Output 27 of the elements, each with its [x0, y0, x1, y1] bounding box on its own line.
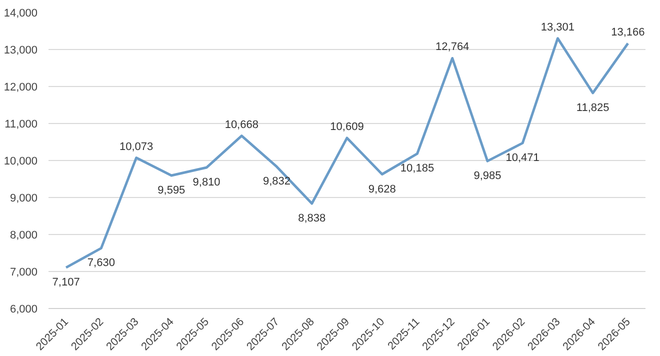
y-tick-label: 13,000: [4, 44, 38, 56]
y-tick-label: 7,000: [10, 266, 38, 278]
y-tick-label: 6,000: [10, 304, 38, 316]
text: 9,985: [474, 170, 502, 182]
text: 9,810: [192, 176, 220, 189]
text: 10,073: [119, 140, 154, 153]
text: 13,301: [540, 21, 575, 34]
y-tick-label: 8,000: [10, 230, 38, 242]
text: 9,595: [158, 184, 186, 196]
y-tick-label: 11,000: [4, 118, 38, 130]
y-tick-label: 14,000: [4, 8, 38, 20]
text: 10,471: [506, 152, 540, 164]
y-tick-label: 10,000: [4, 156, 38, 168]
text: 10,185: [400, 162, 434, 175]
text: 10,668: [224, 118, 258, 131]
text: 9,628: [368, 183, 396, 196]
y-tick-label: 12,000: [4, 82, 38, 94]
text: 8,838: [298, 212, 326, 224]
text: 9,832: [263, 176, 291, 188]
text: 7,107: [52, 276, 80, 289]
text: 7,630: [87, 257, 115, 270]
text: 11,825: [576, 102, 610, 114]
text: 10,609: [330, 120, 364, 133]
y-tick-label: 9,000: [10, 192, 38, 204]
text: 13,166: [611, 26, 645, 38]
line-series: [64, 37, 630, 269]
text: 12,764: [436, 41, 470, 54]
